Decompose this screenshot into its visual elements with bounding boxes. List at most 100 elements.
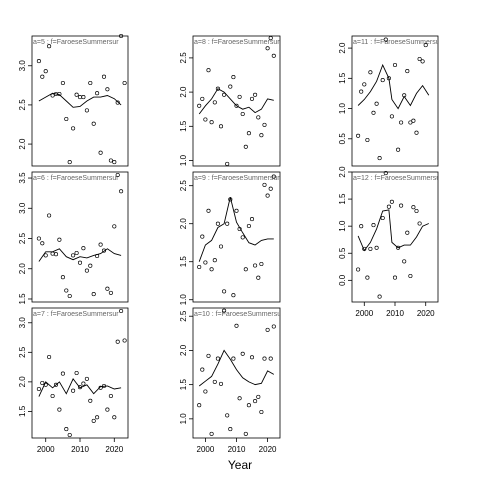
panel-8: a=12 : f=FaroeseSummersur 0.0 0.5 1.0 1.5 2.0… (338, 166, 443, 318)
y-tick-label: 0.5 (338, 247, 347, 259)
data-point (57, 407, 62, 412)
y-tick-label: 1.5 (18, 293, 27, 305)
strip-label: a=12 : f=FaroeseSummersur (353, 175, 443, 182)
y-tick-label: 1.5 (179, 256, 188, 268)
data-point (396, 245, 401, 250)
data-point (206, 68, 211, 73)
data-point (225, 221, 230, 226)
y-tick-label: 1.0 (338, 102, 347, 114)
y-tick-label: 2.5 (18, 99, 27, 111)
x-tick-label: 2010 (228, 445, 246, 454)
data-point (243, 267, 248, 272)
panel-4: a=8 : f=FaroeseSummersur 1.0 1.5 2.0 2.5 (179, 35, 281, 167)
y-tick-label: 1.5 (179, 120, 188, 132)
data-point (77, 260, 83, 265)
data-point (67, 432, 72, 438)
data-point (386, 76, 391, 81)
strip-label: a=5 : f=FaroeseSummersur (33, 39, 119, 46)
trend-line (38, 248, 122, 262)
data-point (88, 80, 93, 86)
data-point (112, 415, 117, 420)
data-point (77, 385, 83, 390)
data-point (417, 221, 422, 226)
data-point (105, 87, 110, 92)
data-point (268, 36, 273, 41)
data-point (74, 250, 79, 256)
data-point (50, 251, 55, 256)
data-point (237, 94, 242, 99)
data-point (399, 120, 404, 125)
data-point (77, 95, 83, 100)
y-tick-label: 1.0 (338, 220, 347, 232)
data-point (262, 182, 267, 187)
data-point (243, 431, 248, 436)
panel-6: a=10 : f=FaroeseSummersur 1.0 1.5 2.0 2.5 200… (179, 307, 281, 454)
trend-line (357, 209, 429, 252)
data-point (231, 356, 236, 361)
data-point (253, 263, 258, 268)
data-point (237, 396, 242, 401)
data-point (265, 327, 270, 332)
data-point (43, 69, 48, 74)
data-point (356, 133, 361, 138)
data-point (209, 431, 214, 436)
data-point (392, 275, 398, 280)
y-tick-label: 1.0 (179, 154, 188, 166)
data-point (368, 70, 373, 75)
data-point (389, 199, 394, 204)
data-point (206, 353, 211, 358)
data-point (259, 409, 264, 415)
data-point (417, 56, 422, 62)
data-point (67, 293, 72, 299)
data-point (218, 244, 224, 249)
data-point (71, 126, 76, 131)
strip-label: a=11 : f=FaroeseSummersur (353, 39, 443, 46)
y-tick-label: 2.0 (18, 138, 27, 150)
data-point (47, 44, 52, 49)
y-tick-label: 1.0 (179, 294, 188, 306)
data-point (268, 356, 273, 361)
data-point (383, 37, 388, 42)
data-point (215, 221, 220, 226)
data-point (209, 267, 214, 272)
data-point (40, 241, 45, 246)
data-point (53, 382, 59, 387)
data-point (365, 275, 370, 280)
panel-frame (351, 35, 439, 167)
data-point (40, 74, 45, 79)
data-point (265, 193, 270, 198)
x-tick-label: 2020 (259, 445, 277, 454)
data-point (203, 117, 208, 122)
data-point (47, 354, 52, 360)
data-point (240, 111, 245, 117)
data-point (228, 427, 233, 432)
data-point (359, 224, 364, 229)
data-point (234, 323, 239, 328)
data-point (108, 393, 113, 399)
data-point (371, 110, 376, 115)
data-point (377, 294, 382, 299)
panel-3: a=7 : f=FaroeseSummersur 1.5 2.0 2.5 3.0 2000… (18, 307, 129, 454)
y-tick-label: 2.5 (179, 52, 188, 64)
data-point (237, 226, 242, 232)
data-point (225, 161, 230, 166)
trend-line (357, 63, 430, 110)
data-point (414, 130, 419, 135)
data-point (420, 59, 425, 64)
data-point (246, 403, 251, 408)
data-point (47, 213, 52, 218)
data-point (50, 393, 55, 399)
data-point (74, 92, 79, 97)
data-point (84, 268, 89, 273)
data-point (423, 43, 428, 48)
data-point (225, 413, 230, 418)
y-tick-label: 0.5 (338, 133, 347, 145)
panel-7: a=11 : f=FaroeseSummersur 0.5 1.0 1.5 2.0 (338, 35, 443, 167)
data-point (374, 245, 379, 250)
data-point (95, 253, 100, 259)
data-point (265, 46, 270, 51)
data-point (43, 382, 48, 387)
data-point (101, 383, 107, 389)
y-tick-label: 3.0 (18, 202, 27, 214)
data-point (222, 92, 227, 97)
